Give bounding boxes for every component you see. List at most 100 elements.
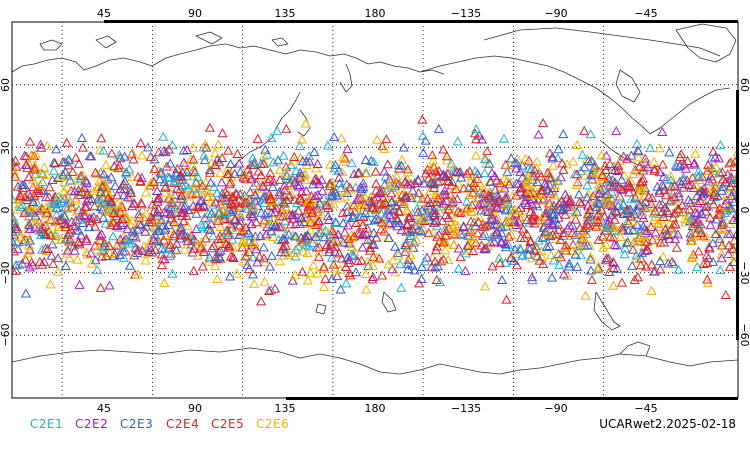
occultation-triangle-icon xyxy=(81,201,92,211)
occultation-triangle-icon xyxy=(440,203,451,213)
occultation-triangle-icon xyxy=(716,219,727,229)
occultation-triangle-icon xyxy=(574,196,585,207)
occultation-triangle-icon xyxy=(74,279,85,289)
map-frame-bottom-bar xyxy=(286,397,738,400)
coast-eurasia xyxy=(12,43,445,75)
occultation-triangle-icon xyxy=(572,261,583,271)
occultation-triangle-icon xyxy=(379,143,390,153)
occultation-triangle-icon xyxy=(585,211,596,221)
occultation-triangle-icon xyxy=(50,158,61,168)
occultation-triangle-icon xyxy=(266,208,277,218)
occultation-triangle-icon xyxy=(21,151,32,161)
occultation-triangle-icon xyxy=(245,187,256,197)
occultation-triangle-icon xyxy=(291,198,303,208)
left-lat-label: 30 xyxy=(0,141,12,155)
occultation-triangle-icon xyxy=(668,258,679,268)
occultation-triangle-icon xyxy=(508,255,519,265)
bottom-lon-label: −135 xyxy=(451,402,481,415)
occultation-triangle-icon xyxy=(560,240,571,250)
occultation-triangle-icon xyxy=(642,162,653,172)
occultation-triangle-icon xyxy=(70,152,81,162)
occultation-triangle-icon xyxy=(225,198,237,208)
occultation-triangle-icon xyxy=(101,184,112,194)
occultation-triangle-icon xyxy=(395,259,406,269)
occultation-triangle-icon xyxy=(98,169,109,179)
occultation-triangle-icon xyxy=(693,246,704,256)
occultation-triangle-icon xyxy=(476,134,488,144)
occultation-triangle-icon xyxy=(716,185,727,195)
occultation-triangle-icon xyxy=(687,231,698,241)
occultation-triangle-icon xyxy=(204,122,215,132)
occultation-triangle-icon xyxy=(12,221,21,231)
occultation-triangle-icon xyxy=(333,165,344,175)
occultation-triangle-icon xyxy=(566,205,577,215)
occultation-triangle-icon xyxy=(614,225,625,235)
occultation-triangle-icon xyxy=(118,190,129,200)
occultation-triangle-icon xyxy=(24,136,36,146)
occultation-triangle-icon xyxy=(504,179,515,189)
occultation-triangle-icon xyxy=(648,266,660,276)
occultation-triangle-icon xyxy=(86,258,97,268)
coast-alaska xyxy=(419,55,623,109)
occultation-triangle-icon xyxy=(701,232,712,242)
occultation-triangle-icon xyxy=(682,175,693,185)
occultation-triangle-icon xyxy=(330,237,341,247)
occultation-triangle-icon xyxy=(95,282,106,292)
occultation-triangle-icon xyxy=(122,224,133,234)
occultation-triangle-icon xyxy=(92,264,103,274)
occultation-triangle-icon xyxy=(474,211,485,221)
occultation-triangle-icon xyxy=(695,224,706,234)
occultation-triangle-icon xyxy=(331,217,342,227)
occultation-triangle-icon xyxy=(245,230,256,240)
occultation-triangle-icon xyxy=(677,200,688,210)
occultation-triangle-icon xyxy=(355,191,367,201)
occultation-triangle-icon xyxy=(403,254,414,264)
occultation-triangle-icon xyxy=(106,215,117,225)
occultation-triangle-icon xyxy=(273,155,284,165)
occultation-triangle-icon xyxy=(553,224,564,234)
occultation-triangle-icon xyxy=(225,251,236,261)
occultation-triangle-icon xyxy=(117,205,128,215)
occultation-triangle-icon xyxy=(135,197,147,207)
occultation-triangle-icon xyxy=(94,193,105,203)
occultation-triangle-icon xyxy=(290,270,301,280)
occultation-triangle-icon xyxy=(25,191,36,201)
occultation-triangle-icon xyxy=(358,182,369,192)
occultation-triangle-icon xyxy=(412,203,423,213)
occultation-triangle-icon xyxy=(441,151,452,161)
occultation-triangle-icon xyxy=(119,151,130,161)
occultation-triangle-icon xyxy=(149,154,160,164)
occultation-triangle-icon xyxy=(24,262,35,272)
occultation-triangle-icon xyxy=(217,128,228,138)
occultation-triangle-icon xyxy=(132,269,144,279)
occultation-triangle-icon xyxy=(330,217,341,227)
occultation-triangle-icon xyxy=(633,191,644,201)
occultation-triangle-icon xyxy=(718,218,729,228)
occultation-triangle-icon xyxy=(157,254,168,264)
occultation-triangle-icon xyxy=(135,138,146,148)
occultation-triangle-icon xyxy=(127,226,138,236)
occultation-triangle-icon xyxy=(650,206,661,216)
occultation-triangle-icon xyxy=(387,264,398,274)
occultation-triangle-icon xyxy=(37,176,48,187)
occultation-triangle-icon xyxy=(479,184,490,194)
occultation-triangle-icon xyxy=(44,227,55,237)
occultation-triangle-icon xyxy=(710,228,721,239)
occultation-triangle-icon xyxy=(605,231,616,241)
occultation-triangle-icon xyxy=(349,206,360,216)
occultation-triangle-icon xyxy=(266,133,277,143)
occultation-triangle-icon xyxy=(528,211,539,221)
occultation-triangle-icon xyxy=(531,156,542,166)
occultation-triangle-icon xyxy=(36,142,47,152)
occultation-triangle-icon xyxy=(255,183,266,193)
occultation-triangle-icon xyxy=(52,253,64,263)
occultation-triangle-icon xyxy=(522,190,534,200)
occultation-triangle-icon xyxy=(59,218,71,228)
occultation-triangle-icon xyxy=(281,194,292,204)
occultation-triangle-icon xyxy=(547,151,558,161)
occultation-triangle-icon xyxy=(632,138,643,148)
occultation-triangle-icon xyxy=(709,187,720,197)
occultation-triangle-icon xyxy=(398,142,409,152)
occultation-triangle-icon xyxy=(485,237,496,247)
occultation-triangle-icon xyxy=(531,244,542,254)
